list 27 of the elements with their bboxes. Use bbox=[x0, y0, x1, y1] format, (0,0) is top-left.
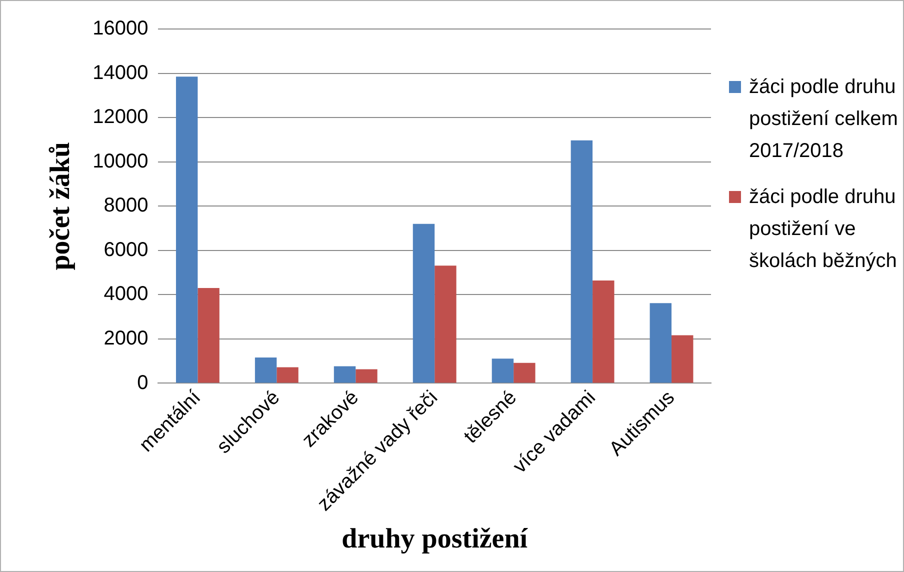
bar bbox=[254, 358, 277, 383]
legend-label: žáci podle druhu postižení celkem 2017/2018 bbox=[749, 76, 898, 162]
bar bbox=[570, 140, 593, 383]
y-tick-label: 6000 bbox=[104, 238, 148, 261]
bar bbox=[334, 366, 356, 383]
y-tick-label: 12000 bbox=[92, 106, 148, 128]
y-tick-label: 2000 bbox=[104, 327, 148, 350]
bar bbox=[492, 358, 514, 383]
bar bbox=[672, 335, 694, 383]
bar bbox=[514, 362, 536, 383]
x-axis-title: druhy postižení bbox=[342, 523, 529, 554]
bar bbox=[356, 369, 378, 383]
y-tick-label: 14000 bbox=[92, 62, 148, 84]
bar bbox=[434, 266, 456, 383]
y-tick-label: 10000 bbox=[92, 150, 148, 172]
legend-label: žáci podle druhu postižení ve školách běžných bbox=[749, 186, 897, 272]
bar bbox=[412, 224, 435, 383]
y-tick-label: 16000 bbox=[92, 18, 148, 40]
y-axis-title: počet žáků bbox=[45, 142, 76, 270]
bar bbox=[198, 288, 220, 383]
bar bbox=[650, 303, 672, 383]
y-tick-label: 0 bbox=[137, 372, 148, 394]
y-tick-label: 8000 bbox=[104, 194, 148, 217]
bar bbox=[276, 367, 298, 383]
bar bbox=[176, 76, 198, 383]
y-tick-label: 4000 bbox=[104, 283, 148, 306]
bar bbox=[592, 280, 614, 383]
